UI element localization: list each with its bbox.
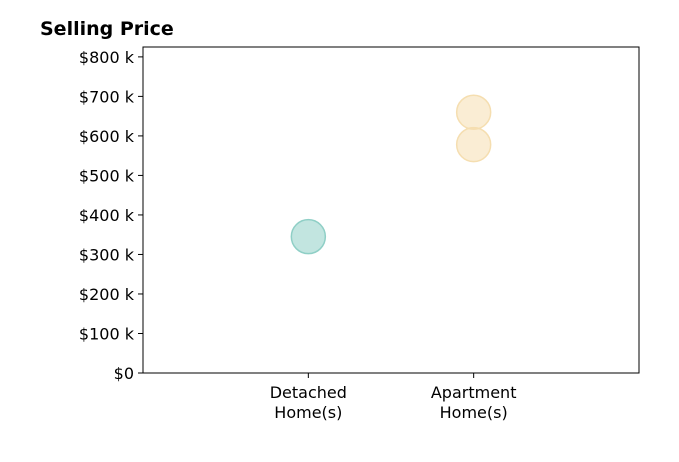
x-tick-label-line: Home(s) — [274, 403, 342, 422]
x-axis: Detached Home(s)Apartment Home(s) — [270, 373, 517, 422]
y-tick-label: $500 k — [79, 166, 135, 185]
y-tick-label: $300 k — [79, 245, 135, 264]
y-tick-label: $400 k — [79, 206, 135, 225]
x-tick-label-line: Home(s) — [440, 403, 508, 422]
chart-title: Selling Price — [40, 18, 174, 40]
x-tick-label-line: Apartment — [431, 383, 517, 402]
y-tick-label: $600 k — [79, 127, 135, 146]
x-tick-label: Apartment Home(s) — [431, 383, 517, 422]
data-point — [455, 94, 492, 130]
y-tick-label: $800 k — [79, 48, 135, 67]
y-tick-label: $200 k — [79, 285, 135, 304]
y-axis: $0 $100 k $200 k $300 k $400 k $500 k $600 k $7… — [79, 48, 143, 383]
plot-frame — [142, 46, 640, 374]
data-point — [290, 218, 327, 255]
x-tick-label: Detached Home(s) — [270, 383, 347, 422]
x-tick-label-line: Detached — [270, 383, 347, 402]
y-tick-label: $100 k — [79, 324, 135, 343]
data-points — [290, 94, 492, 255]
data-point — [455, 126, 492, 163]
y-tick-label: $0 — [114, 364, 134, 383]
y-tick-label: $700 k — [79, 87, 135, 106]
